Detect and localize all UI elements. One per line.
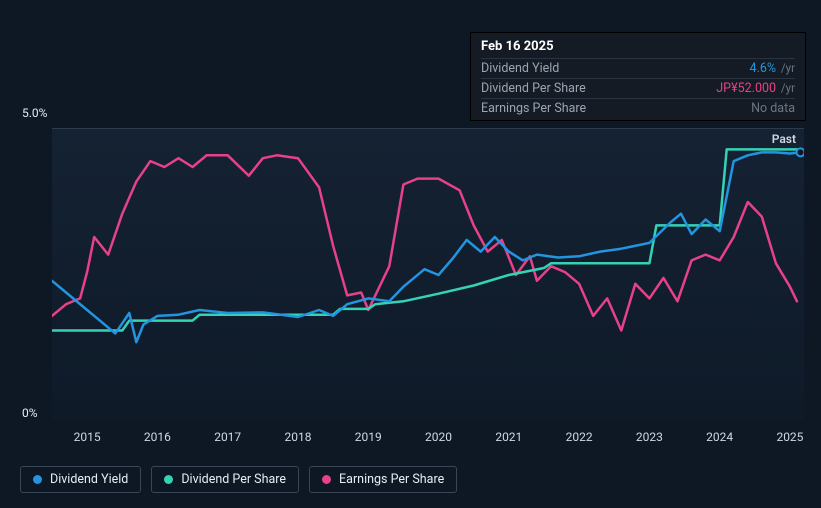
legend-item[interactable]: Dividend Yield — [20, 466, 141, 493]
legend-dot-icon — [322, 475, 331, 484]
tooltip-row-value: No data — [751, 101, 795, 116]
x-tick: 2018 — [284, 430, 311, 444]
chart-legend: Dividend Yield Dividend Per Share Earnings… — [20, 466, 457, 493]
x-tick: 2024 — [706, 430, 733, 444]
tooltip-row-value: JP¥52.000 /yr — [716, 81, 795, 96]
tooltip-row: Dividend Yield 4.6% /yr — [481, 58, 795, 78]
tooltip-row-label: Earnings Per Share — [481, 101, 586, 116]
legend-label: Earnings Per Share — [339, 472, 444, 487]
tooltip-row: Earnings Per Share No data — [481, 98, 795, 118]
chart-plot-area: Past — [52, 128, 804, 420]
x-tick: 2016 — [144, 430, 171, 444]
series-line — [52, 149, 801, 330]
tooltip-row-value: 4.6% /yr — [750, 61, 795, 76]
x-tick: 2020 — [425, 430, 452, 444]
legend-dot-icon — [164, 475, 173, 484]
y-tick-max: 5.0% — [22, 106, 47, 120]
x-tick: 2015 — [74, 430, 101, 444]
legend-label: Dividend Yield — [50, 472, 128, 487]
legend-label: Dividend Per Share — [181, 472, 286, 487]
tooltip-date: Feb 16 2025 — [481, 39, 795, 54]
line-chart-svg — [52, 129, 804, 421]
series-line — [52, 152, 801, 342]
legend-dot-icon — [33, 475, 42, 484]
chart-tooltip: Feb 16 2025 Dividend Yield4.6% /yrDivide… — [470, 32, 806, 121]
x-tick: 2025 — [776, 430, 803, 444]
x-tick: 2023 — [636, 430, 663, 444]
series-end-marker — [797, 148, 805, 156]
x-tick: 2019 — [355, 430, 382, 444]
series-line — [52, 155, 797, 330]
x-tick: 2017 — [214, 430, 241, 444]
y-tick-min: 0% — [22, 406, 38, 420]
tooltip-row-label: Dividend Yield — [481, 61, 559, 76]
x-axis: 2015 2016 2017 2018 2019 2020 2021 2022 2023 2024… — [52, 430, 804, 448]
x-tick: 2021 — [495, 430, 522, 444]
past-label: Past — [772, 132, 796, 146]
legend-item[interactable]: Dividend Per Share — [151, 466, 299, 493]
legend-item[interactable]: Earnings Per Share — [309, 466, 457, 493]
tooltip-row-label: Dividend Per Share — [481, 81, 586, 96]
x-tick: 2022 — [566, 430, 593, 444]
tooltip-row: Dividend Per Share JP¥52.000 /yr — [481, 78, 795, 98]
